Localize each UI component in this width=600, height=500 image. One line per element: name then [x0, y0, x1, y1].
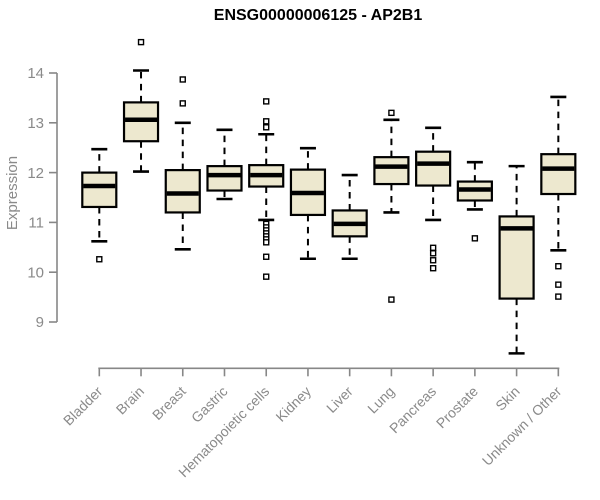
- outlier-point: [263, 273, 270, 280]
- x-category-label-lung: Lung: [364, 383, 397, 416]
- outlier-point: [555, 281, 562, 288]
- iqr-box: [415, 150, 452, 187]
- y-axis-label: Expression: [4, 156, 21, 230]
- outlier-point: [263, 239, 270, 246]
- outlier-point: [555, 263, 562, 270]
- box-skin: [498, 164, 535, 355]
- box-kidney: [289, 146, 327, 261]
- outlier-point: [429, 244, 437, 251]
- outlier-point: [179, 76, 186, 83]
- x-category-label-brain: Brain: [113, 383, 147, 417]
- box-pancreas: [415, 126, 452, 272]
- x-category-label-breast: Breast: [149, 383, 189, 423]
- box-hematopoietic-cells: [248, 98, 285, 280]
- outlier-point: [555, 293, 562, 300]
- y-tick-label-12: 12: [27, 165, 44, 182]
- x-category-label-kidney: Kidney: [272, 383, 314, 425]
- box-lung: [373, 109, 410, 303]
- x-category-label-prostate: Prostate: [433, 383, 481, 431]
- outlier-point: [388, 296, 395, 303]
- outlier-point: [179, 100, 186, 107]
- outlier-point: [137, 38, 145, 46]
- box-prostate: [456, 160, 493, 242]
- outlier-point: [429, 250, 437, 257]
- outlier-point: [429, 265, 437, 272]
- y-tick-label-11: 11: [28, 215, 44, 232]
- outlier-point: [263, 98, 270, 105]
- box-bladder: [81, 147, 118, 263]
- x-category-label-bladder: Bladder: [60, 383, 106, 429]
- y-tick-label-13: 13: [27, 115, 44, 132]
- iqr-box: [81, 171, 118, 209]
- y-tick-label-10: 10: [27, 264, 44, 281]
- x-category-label-skin: Skin: [492, 383, 523, 414]
- outlier-point: [263, 118, 270, 125]
- x-category-label-unknown-other: Unknown / Other: [479, 383, 565, 469]
- outlier-point: [263, 124, 270, 131]
- y-axis: 9 10 11 12 13 14: [27, 65, 58, 331]
- box-gastric: [206, 128, 243, 201]
- outlier-point: [388, 109, 395, 117]
- iqr-box: [373, 156, 410, 186]
- chart-title: ENSG00000006125 - AP2B1: [214, 7, 423, 24]
- y-tick-label-9: 9: [36, 314, 44, 331]
- y-tick-label-14: 14: [27, 65, 44, 82]
- iqr-box: [206, 165, 243, 192]
- box-liver: [331, 173, 368, 261]
- outlier-point: [96, 256, 103, 263]
- outlier-point: [429, 257, 437, 264]
- box-brain: [122, 38, 160, 173]
- iqr-box: [540, 153, 577, 196]
- outlier-point: [263, 253, 270, 260]
- boxes-layer: [81, 38, 577, 355]
- box-unknown-other: [540, 95, 577, 300]
- outlier-point: [471, 235, 479, 242]
- box-breast: [164, 76, 201, 251]
- x-category-label-liver: Liver: [323, 383, 356, 416]
